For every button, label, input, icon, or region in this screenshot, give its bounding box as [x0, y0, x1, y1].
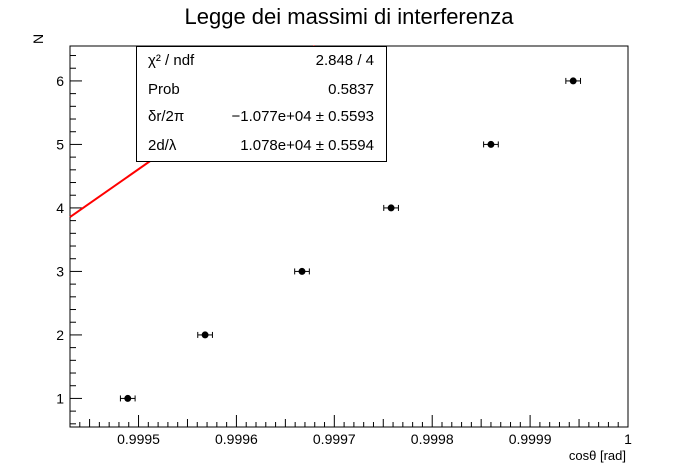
- y-tick-label: 4: [56, 200, 64, 216]
- x-tick-label: 0.9997: [313, 431, 356, 447]
- y-tick-label: 6: [56, 73, 64, 89]
- x-axis-label: cosθ [rad]: [568, 448, 626, 463]
- stats-value-prob: 0.5837: [328, 81, 374, 98]
- stats-key-2d-lambda: 2d/λ: [148, 137, 177, 154]
- data-point-1: [119, 394, 136, 402]
- data-point-5: [483, 140, 499, 148]
- stats-row-2d-lambda: 2d/λ 1.078e+04 ± 0.5594: [137, 137, 386, 161]
- x-tick-label: 0.9999: [509, 431, 552, 447]
- stats-key-chi2: χ² / ndf: [148, 52, 195, 69]
- data-point-marker: [201, 331, 209, 339]
- data-point-marker: [124, 394, 132, 402]
- y-tick-label: 2: [56, 327, 64, 343]
- data-point-6: [565, 77, 582, 85]
- y-axis-label: N: [30, 33, 46, 44]
- stats-value-2d-lambda: 1.078e+04 ± 0.5594: [240, 137, 374, 154]
- data-point-2: [197, 331, 213, 339]
- stats-value-chi2: 2.848 / 4: [315, 52, 374, 69]
- x-tick-label: 1: [624, 431, 632, 447]
- y-tick-label: 3: [56, 263, 64, 279]
- data-point-marker: [487, 140, 495, 148]
- stats-key-delta: δr/2π: [148, 108, 185, 125]
- x-tick-label: 0.9996: [215, 431, 258, 447]
- y-tick-label: 5: [56, 136, 64, 152]
- stats-value-delta: −1.077e+04 ± 0.5593: [231, 108, 374, 125]
- x-tick-label: 0.9998: [411, 431, 454, 447]
- data-point-3: [294, 267, 310, 275]
- data-point-marker: [569, 77, 577, 85]
- stats-row-prob: Prob 0.5837: [137, 81, 386, 105]
- fit-stats-box: χ² / ndf 2.848 / 4 Prob 0.5837 δr/2π −1.…: [136, 46, 387, 162]
- stats-row-delta: δr/2π −1.077e+04 ± 0.5593: [137, 108, 386, 132]
- data-point-4: [383, 204, 399, 212]
- stats-key-prob: Prob: [148, 81, 180, 98]
- y-tick-label: 1: [56, 390, 64, 406]
- chart-title: Legge dei massimi di interferenza: [184, 4, 514, 29]
- x-tick-label: 0.9995: [117, 431, 160, 447]
- stats-row-chi2: χ² / ndf 2.848 / 4: [137, 52, 386, 76]
- data-point-marker: [298, 267, 306, 275]
- data-point-marker: [387, 204, 395, 212]
